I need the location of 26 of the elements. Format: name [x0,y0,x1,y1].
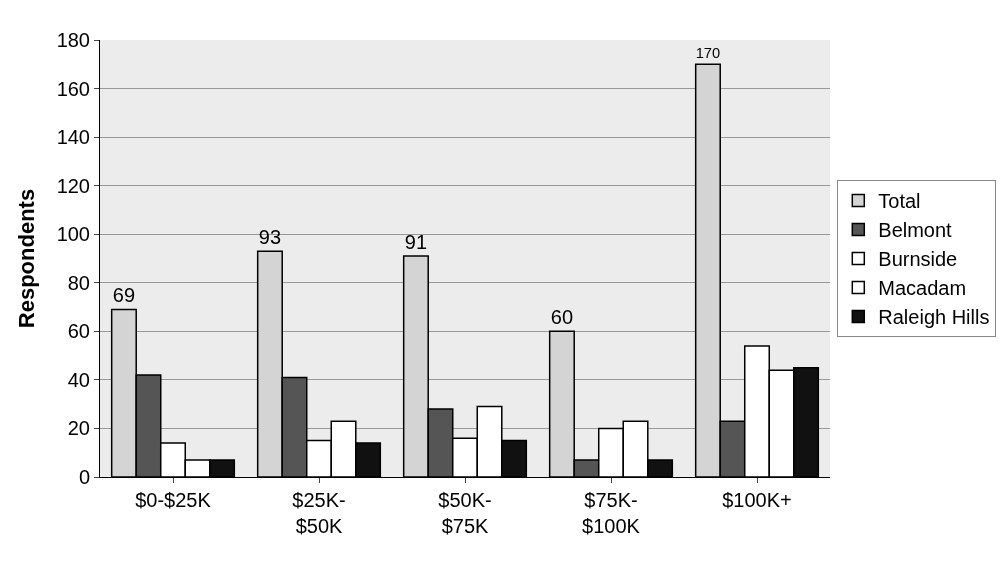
legend-label: Belmont [878,219,953,242]
y-tick-label: 160 [56,77,90,100]
data-label: 91 [404,231,428,254]
legend-label: Total [878,190,921,213]
y-tick-label: 0 [78,466,90,488]
x-tick-label: $0-$25K [135,489,212,511]
data-label: 60 [550,306,574,329]
y-tick-label: 80 [67,271,90,294]
y-tick-label: 120 [56,174,90,197]
y-tick-label: 180 [56,29,90,51]
data-label: 93 [258,226,282,249]
y-tick-label: 40 [67,368,90,391]
y-tick-label: 20 [67,417,90,440]
x-tick-label: $50K- $75K [438,489,492,537]
x-tick-label: $100K+ [722,489,792,511]
x-tick-label: $75K- $100K [582,489,641,537]
data-label: 170 [695,45,721,62]
y-tick-label: 60 [67,320,90,343]
data-label: 69 [112,284,136,307]
x-tick-label: $25K- $50K [292,489,346,537]
legend-label: Burnside [878,248,958,271]
legend-label: Macadam [878,277,967,300]
y-tick-label: 100 [56,223,90,246]
y-axis-title: Respondents [14,188,40,329]
y-tick-label: 140 [56,126,90,149]
legend-label: Raleigh Hills [878,306,990,329]
